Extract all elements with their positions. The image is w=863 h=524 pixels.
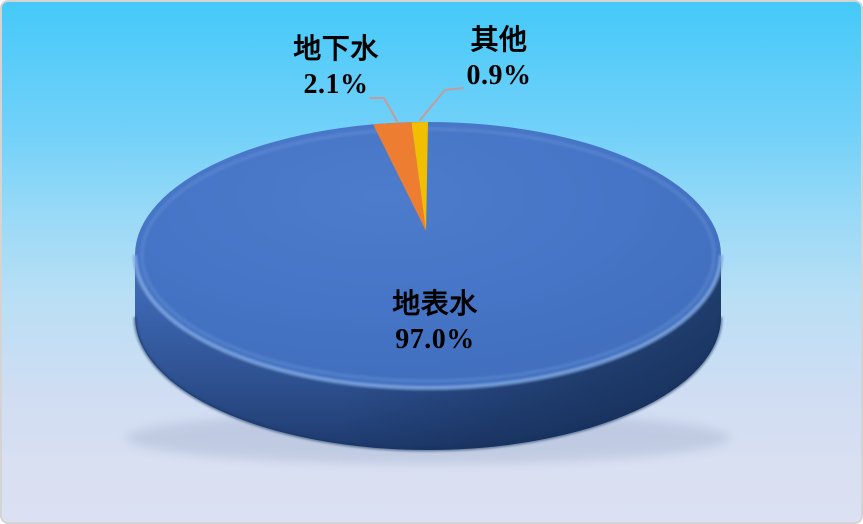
slice-percent: 97.0% [395, 324, 475, 355]
pie-side-shading [135, 255, 721, 450]
pie-slice-1 [373, 122, 426, 231]
leader-line-1 [369, 97, 398, 122]
label-surface-water: 地表水 97.0% [392, 287, 478, 357]
label-groundwater: 地下水 2.1% [293, 32, 379, 102]
leader-line-2 [419, 87, 464, 121]
slice-name: 其他 [470, 25, 528, 56]
slice-percent: 2.1% [303, 69, 369, 100]
pie-bevel-highlight [132, 254, 724, 391]
label-other: 其他 0.9% [467, 23, 532, 93]
pie-side-bottom-edge [133, 316, 723, 452]
slice-name: 地表水 [392, 289, 478, 320]
pie-slice-0 [135, 122, 721, 388]
pie-slice-2 [411, 121, 428, 231]
slice-name: 地下水 [293, 34, 379, 65]
slice-percent: 0.9% [466, 60, 532, 91]
pie-rim-highlight [140, 127, 716, 383]
